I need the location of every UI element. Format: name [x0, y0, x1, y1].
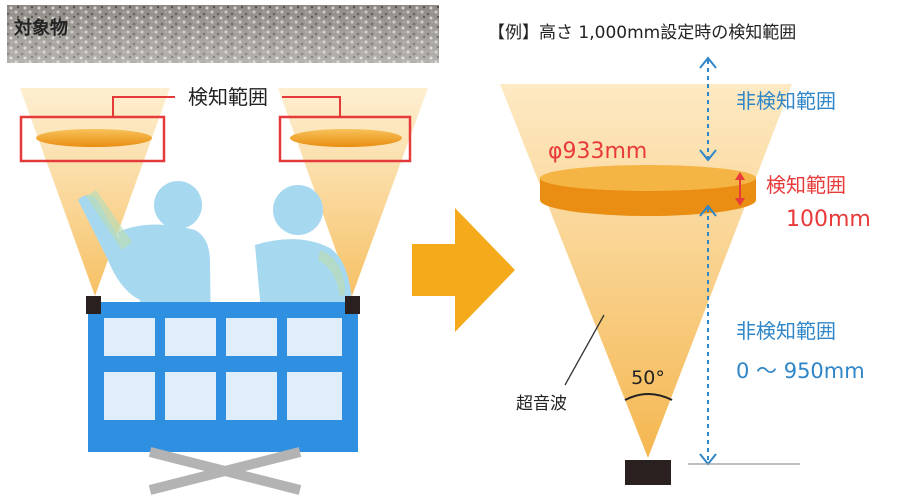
ultrasonic-leader-line: [564, 314, 605, 386]
left-range-box: [19, 115, 166, 163]
detect-size-label: 100mm: [786, 207, 871, 232]
transition-arrow-icon: [412, 208, 515, 332]
lift-frame: [88, 302, 358, 452]
right-panel: 【例】高さ 1,000mm設定時の検知範囲 φ933mm 検知範囲 100mm: [488, 23, 871, 485]
range-leader-line-right: [282, 96, 341, 117]
range-leader-line: [112, 96, 175, 117]
target-object-strip: [7, 5, 439, 63]
ultrasonic-label: 超音波: [516, 394, 567, 414]
upper-non-detect-arrow: [699, 56, 717, 162]
lower-range-label: 0 〜 950mm: [736, 359, 865, 383]
target-object-label: 対象物: [13, 17, 68, 39]
angle-label: 50°: [631, 367, 665, 389]
diameter-label: φ933mm: [548, 139, 647, 164]
angle-arc: [624, 393, 673, 401]
right-range-box: [278, 115, 412, 163]
detect-range-label: 検知範囲: [766, 173, 846, 197]
scissor-lift-base: [148, 447, 302, 495]
lower-non-detect-label: 非検知範囲: [736, 319, 836, 343]
sensor-icon: [625, 460, 671, 485]
right-range-ellipse: [290, 129, 402, 147]
right-sensor-icon: [345, 296, 360, 314]
example-title: 【例】高さ 1,000mm設定時の検知範囲: [488, 23, 796, 43]
left-sensor-icon: [86, 296, 101, 314]
detect-height-arrow: [735, 172, 745, 206]
left-range-ellipse: [36, 129, 152, 147]
detection-slab: [540, 165, 756, 216]
range-label: 検知範囲: [188, 85, 268, 109]
upper-non-detect-label: 非検知範囲: [736, 89, 836, 113]
left-panel: 対象物: [7, 5, 439, 495]
